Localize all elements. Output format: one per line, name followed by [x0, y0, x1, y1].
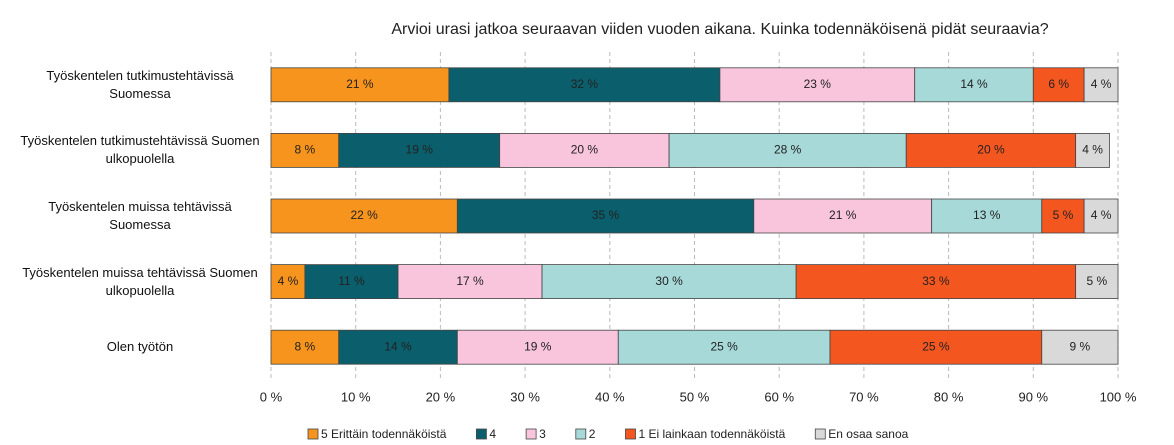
data-label: 25 % [710, 339, 738, 353]
data-label: 4 % [1082, 143, 1103, 157]
y-tick-label: Työskentelen tutkimustehtävissä Suomessa [46, 67, 234, 101]
bar-segment [1083, 198, 1119, 234]
bar-segment [1083, 67, 1119, 103]
x-tick-label: 30 % [510, 389, 540, 404]
x-tick-label: 50 % [680, 389, 710, 404]
x-tick-label: 60 % [764, 389, 794, 404]
bar-segment [270, 329, 340, 365]
legend-label: 1 Ei lainkaan todennäköistä [638, 427, 785, 441]
x-tick-label: 90 % [1018, 389, 1048, 404]
x-tick-label: 20 % [426, 389, 456, 404]
bar-segment [1075, 132, 1110, 168]
bar-segment [753, 198, 933, 234]
bar-segment [617, 329, 831, 365]
y-tick-label: Työskentelen tutkimustehtävissä Suomen u… [20, 133, 260, 167]
data-label: 20 % [571, 143, 599, 157]
bar-segment [270, 264, 306, 300]
legend-label: 4 [489, 427, 496, 441]
data-label: 5 % [1053, 208, 1074, 222]
bar-segment [668, 132, 907, 168]
data-label: 21 % [829, 208, 857, 222]
bar-segment [338, 132, 501, 168]
data-label: 9 % [1070, 339, 1091, 353]
data-label: 5 % [1086, 274, 1107, 288]
legend-swatch [814, 428, 826, 440]
data-label: 23 % [804, 77, 832, 91]
data-label: 30 % [655, 274, 683, 288]
bar-segment [499, 132, 670, 168]
bar-segment [456, 198, 755, 234]
bar-segment [795, 264, 1077, 300]
data-label: 6 % [1048, 77, 1069, 91]
legend-label: En osaa sanoa [828, 427, 908, 441]
chart-title: Arvioi urasi jatkoa seuraavan viiden vuo… [391, 21, 1048, 38]
x-tick-label: 0 % [260, 389, 283, 404]
data-label: 14 % [384, 339, 412, 353]
bar-segment [270, 67, 450, 103]
data-label: 20 % [977, 143, 1005, 157]
y-tick-label: Työskentelen muissa tehtävissä Suomen ul… [22, 264, 258, 298]
bar-segment [397, 264, 543, 300]
data-label: 22 % [350, 208, 378, 222]
data-label: 8 % [295, 339, 316, 353]
data-label: 35 % [592, 208, 620, 222]
data-label: 32 % [571, 77, 599, 91]
legend-label: 5 Erittäin todennäköistä [321, 427, 447, 441]
legend-label: 3 [539, 427, 546, 441]
legend-swatch [625, 428, 636, 440]
x-tick-label: 100 % [1100, 389, 1137, 404]
y-tick-label: Työskentelen muissa tehtävissä Suomessa [48, 199, 232, 232]
data-label: 19 % [406, 143, 434, 157]
data-label: 4 % [1091, 208, 1112, 222]
bar-segment [1041, 329, 1119, 365]
bar-segment [456, 329, 619, 365]
x-tick-label: 80 % [934, 389, 964, 404]
bar-segment [914, 67, 1034, 103]
data-label: 11 % [338, 274, 365, 288]
x-tick-label: 10 % [341, 389, 371, 404]
bar-segment [1075, 264, 1119, 300]
data-label: 28 % [774, 143, 802, 157]
data-label: 4 % [278, 274, 299, 288]
bar-segment [270, 132, 340, 168]
data-label: 17 % [456, 274, 484, 288]
y-tick-label: Olen työtön [106, 339, 174, 355]
legend-swatch [525, 428, 537, 440]
legend-swatch [476, 428, 487, 440]
bar-segment [541, 264, 797, 300]
bar-segment [1032, 67, 1085, 103]
x-tick-label: 70 % [849, 389, 879, 404]
bar-segment [905, 132, 1077, 168]
legend-swatch [575, 428, 587, 440]
x-tick-label: 40 % [595, 389, 625, 404]
data-label: 13 % [973, 208, 1001, 222]
data-label: 14 % [960, 77, 988, 91]
legend-swatch [307, 428, 319, 440]
data-label: 8 % [295, 143, 316, 157]
bar-segment [829, 329, 1043, 365]
legend-label: 2 [589, 427, 596, 441]
bar-segment [931, 198, 1043, 234]
data-label: 33 % [922, 274, 950, 288]
bar-segment [304, 264, 399, 300]
bar-segment [448, 67, 721, 103]
data-label: 4 % [1091, 77, 1112, 91]
data-label: 25 % [922, 339, 950, 353]
data-label: 21 % [346, 77, 374, 91]
data-label: 19 % [524, 339, 552, 353]
bar-segment [338, 329, 458, 365]
bar-segment [719, 67, 916, 103]
